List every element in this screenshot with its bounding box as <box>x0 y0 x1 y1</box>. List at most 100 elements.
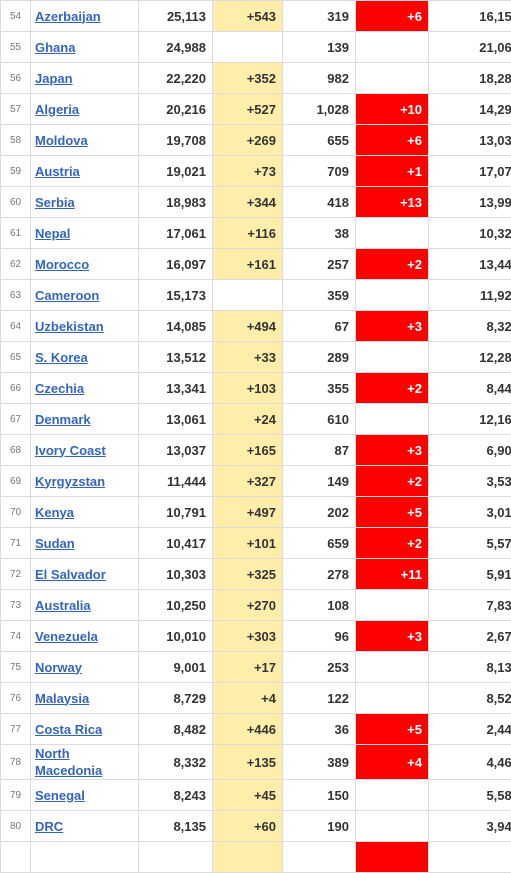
rank-cell: 74 <box>1 621 31 652</box>
total-cases-cell: 25,113 <box>139 1 213 32</box>
new-cases-cell: +101 <box>213 528 283 559</box>
new-deaths-cell <box>356 342 429 373</box>
new-cases-cell: +494 <box>213 311 283 342</box>
new-deaths-cell <box>356 218 429 249</box>
total-cases-cell: 20,216 <box>139 94 213 125</box>
country-link[interactable]: Norway <box>35 659 82 676</box>
rank-cell: 63 <box>1 280 31 311</box>
country-link[interactable]: El Salvador <box>35 566 106 583</box>
country-link[interactable]: Kenya <box>35 504 74 521</box>
total-deaths-cell: 389 <box>283 745 356 780</box>
total-cases-cell: 16,097 <box>139 249 213 280</box>
new-deaths-cell <box>356 404 429 435</box>
total-cases-cell: 8,729 <box>139 683 213 714</box>
total-cases-cell: 19,708 <box>139 125 213 156</box>
rank-cell: 62 <box>1 249 31 280</box>
rank-cell: 78 <box>1 745 31 780</box>
new-cases-cell: +24 <box>213 404 283 435</box>
country-link[interactable]: Sudan <box>35 535 75 552</box>
country-link[interactable]: Serbia <box>35 194 75 211</box>
recovered-cell: 3,017 <box>429 497 511 528</box>
recovered-cell: 12,282 <box>429 342 511 373</box>
total-cases-cell: 8,482 <box>139 714 213 745</box>
total-cases-cell: 24,988 <box>139 32 213 63</box>
country-cell: El Salvador <box>31 559 139 590</box>
recovered-cell: 4,468 <box>429 745 511 780</box>
rank-cell: 77 <box>1 714 31 745</box>
country-link[interactable]: Kyrgyzstan <box>35 473 105 490</box>
country-link[interactable]: Ghana <box>35 39 75 56</box>
rank-cell: 72 <box>1 559 31 590</box>
country-cell: Venezuela <box>31 621 139 652</box>
new-deaths-cell: +6 <box>356 125 429 156</box>
country-link[interactable]: Costa Rica <box>35 721 102 738</box>
total-deaths-cell: 96 <box>283 621 356 652</box>
country-link[interactable]: Uzbekistan <box>35 318 104 335</box>
country-link[interactable]: Australia <box>35 597 91 614</box>
country-link[interactable]: Japan <box>35 70 73 87</box>
new-cases-cell: +4 <box>213 683 283 714</box>
country-link[interactable]: Morocco <box>35 256 89 273</box>
recovered-cell: 8,327 <box>429 311 511 342</box>
country-link[interactable]: Algeria <box>35 101 79 118</box>
total-deaths-cell: 202 <box>283 497 356 528</box>
recovered-cell: 3,538 <box>429 466 511 497</box>
country-cell: Ghana <box>31 32 139 63</box>
country-link[interactable]: Nepal <box>35 225 70 242</box>
country-link[interactable]: North Macedonia <box>35 745 115 779</box>
country-link[interactable]: Venezuela <box>35 628 98 645</box>
rank-cell: 56 <box>1 63 31 94</box>
country-link[interactable]: Azerbaijan <box>35 8 101 25</box>
total-cases-cell: 18,983 <box>139 187 213 218</box>
new-deaths-cell <box>356 652 429 683</box>
country-cell: Kenya <box>31 497 139 528</box>
country-cell: North Macedonia <box>31 745 139 780</box>
country-cell: Uzbekistan <box>31 311 139 342</box>
country-link[interactable]: S. Korea <box>35 349 88 366</box>
recovered-cell: 17,073 <box>429 156 511 187</box>
total-cases-cell: 8,332 <box>139 745 213 780</box>
rank-cell: 69 <box>1 466 31 497</box>
country-cell: Cameroon <box>31 280 139 311</box>
total-deaths-cell: 150 <box>283 780 356 811</box>
new-deaths-cell: +13 <box>356 187 429 218</box>
country-link[interactable]: Austria <box>35 163 80 180</box>
recovered-cell: 14,295 <box>429 94 511 125</box>
total-cases-cell: 22,220 <box>139 63 213 94</box>
new-cases-cell: +135 <box>213 745 283 780</box>
country-link[interactable]: Malaysia <box>35 690 89 707</box>
country-link[interactable]: Czechia <box>35 380 84 397</box>
recovered-cell: 16,150 <box>429 1 511 32</box>
rank-cell: 75 <box>1 652 31 683</box>
country-link[interactable]: Denmark <box>35 411 91 428</box>
recovered-cell: 8,441 <box>429 373 511 404</box>
recovered-cell: 3,948 <box>429 811 511 842</box>
new-cases-cell: +303 <box>213 621 283 652</box>
country-cell: DRC <box>31 811 139 842</box>
new-deaths-cell: +5 <box>356 497 429 528</box>
country-link[interactable]: DRC <box>35 818 63 835</box>
new-cases-cell: +325 <box>213 559 283 590</box>
new-cases-cell: +527 <box>213 94 283 125</box>
country-link[interactable]: Senegal <box>35 787 85 804</box>
country-cell: Denmark <box>31 404 139 435</box>
total-deaths-cell: 122 <box>283 683 356 714</box>
total-cases-cell: 11,444 <box>139 466 213 497</box>
country-link[interactable]: Moldova <box>35 132 88 149</box>
country-cell: Sudan <box>31 528 139 559</box>
country-link[interactable]: Cameroon <box>35 287 99 304</box>
rank-cell: 64 <box>1 311 31 342</box>
total-deaths-cell: 67 <box>283 311 356 342</box>
country-link[interactable]: Ivory Coast <box>35 442 106 459</box>
new-deaths-cell <box>356 32 429 63</box>
recovered-cell: 13,442 <box>429 249 511 280</box>
new-cases-cell: +103 <box>213 373 283 404</box>
recovered-cell: 12,160 <box>429 404 511 435</box>
